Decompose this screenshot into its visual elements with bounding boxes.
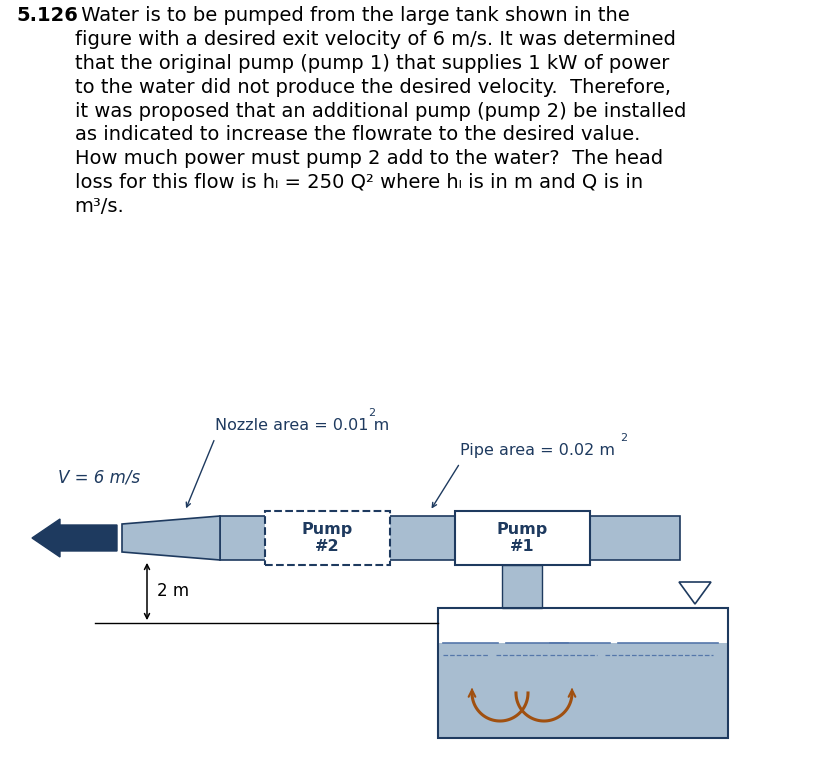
- Text: Pump
#2: Pump #2: [302, 522, 353, 554]
- Text: Nozzle area = 0.01 m: Nozzle area = 0.01 m: [215, 418, 389, 433]
- Bar: [455, 511, 590, 565]
- Polygon shape: [122, 516, 220, 560]
- Text: 2 m: 2 m: [157, 582, 189, 600]
- Bar: [502, 565, 542, 608]
- Polygon shape: [679, 582, 711, 604]
- Bar: [438, 608, 728, 738]
- Bar: [220, 516, 680, 560]
- Text: Pump
#1: Pump #1: [497, 522, 548, 554]
- Text: 2: 2: [620, 433, 627, 443]
- FancyArrow shape: [32, 519, 117, 557]
- Text: 2: 2: [368, 408, 375, 418]
- Text: Pipe area = 0.02 m: Pipe area = 0.02 m: [460, 443, 615, 458]
- Text: V = 6 m/s: V = 6 m/s: [58, 468, 140, 486]
- Bar: [265, 511, 390, 565]
- Bar: [438, 643, 728, 738]
- Text: 5.126: 5.126: [17, 6, 78, 25]
- Text: Water is to be pumped from the large tank shown in the
figure with a desired exi: Water is to be pumped from the large tan…: [75, 6, 686, 216]
